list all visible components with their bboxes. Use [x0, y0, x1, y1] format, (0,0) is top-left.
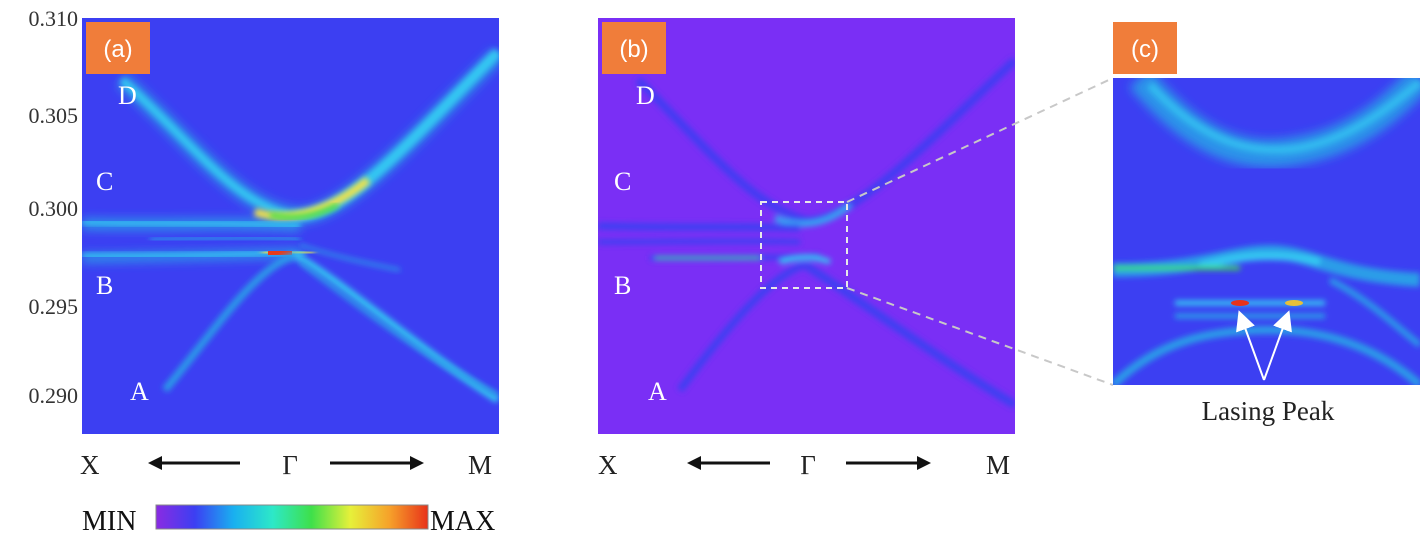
colorbar-max-label: MAX [430, 506, 495, 536]
arrow-up-icon [1263, 310, 1292, 381]
band-lower-right [802, 261, 1015, 409]
arrow-left-icon-head [687, 456, 701, 470]
x-label-m: M [986, 450, 1010, 480]
band-upper-center [773, 202, 852, 227]
panel-c-badge-label: (c) [1131, 36, 1159, 63]
y-tick-label: 0.290 [29, 383, 79, 408]
branch-label-d: D [636, 81, 655, 110]
arrow-left-icon-head [148, 456, 162, 470]
connector-lower [846, 287, 1114, 386]
panel-a-x-axis: X Γ M [80, 450, 492, 480]
band-lower-left [677, 261, 807, 393]
arrow-right-icon-head [410, 456, 424, 470]
arrow-up-icon [1236, 310, 1265, 381]
lasing-peak-right [1285, 300, 1303, 306]
band-peak-center [779, 255, 831, 265]
zoom-connectors [846, 77, 1114, 386]
panel-a: D C B A (a) [82, 18, 499, 434]
panel-a-badge-label: (a) [103, 36, 132, 63]
panel-b-bands [598, 57, 1015, 409]
band-lower-left-faint [299, 243, 401, 272]
lasing-peak-left [1231, 300, 1249, 306]
band-upper-hot [253, 176, 371, 221]
band-upper-left [119, 77, 293, 219]
colorbar-gradient [155, 504, 429, 530]
colorbar: MIN MAX [82, 504, 495, 536]
branch-label-c: C [96, 167, 113, 196]
band-right-tail [1328, 277, 1420, 348]
panel-b-badge-label: (b) [619, 36, 648, 63]
x-label-x: X [598, 450, 618, 480]
band-upper-core [269, 202, 340, 220]
y-tick-label: 0.310 [29, 6, 79, 31]
y-tick-label: 0.295 [29, 294, 79, 319]
band-lower-right-2 [298, 260, 499, 397]
panel-a-bands [82, 48, 499, 403]
band-upper-arc-core [1147, 78, 1420, 154]
panel-a-badge [86, 22, 150, 74]
x-label-gamma: Γ [282, 450, 298, 480]
x-label-m: M [468, 450, 492, 480]
branch-label-c: C [614, 167, 631, 196]
connector-upper [846, 77, 1114, 203]
panel-b: D C B A (b) [598, 18, 1015, 434]
branch-label-a: A [648, 377, 667, 406]
branch-label-b: B [96, 271, 113, 300]
branch-label-b: B [614, 271, 631, 300]
band-mid-hump-core [1198, 251, 1321, 270]
band-c-flat [82, 219, 301, 229]
band-c-flat [598, 222, 801, 232]
colorbar-min-label: MIN [82, 506, 136, 536]
panel-b-badge [602, 22, 666, 74]
x-label-x: X [80, 450, 100, 480]
y-tick-label: 0.300 [29, 196, 79, 221]
band-mid-flat [598, 238, 801, 245]
panel-c-badge [1113, 22, 1177, 74]
panel-b-x-axis: X Γ M [598, 450, 1010, 480]
panel-c-bands [1113, 78, 1420, 385]
x-label-gamma: Γ [800, 450, 816, 480]
panel-c: (c) Lasing Peak [1113, 22, 1420, 426]
lasing-peak-label: Lasing Peak [1202, 396, 1335, 426]
y-axis: 0.310 0.305 0.300 0.295 0.290 [29, 6, 79, 408]
zoom-box [760, 201, 848, 289]
y-tick-label: 0.305 [29, 103, 79, 128]
band-upper-left [635, 57, 1015, 225]
arrow-right-icon-head [917, 456, 931, 470]
branch-label-a: A [130, 377, 149, 406]
band-lower-left [162, 251, 297, 393]
band-lower-arc [1113, 325, 1420, 385]
branch-label-d: D [118, 81, 137, 110]
band-mid-flat [149, 235, 301, 242]
